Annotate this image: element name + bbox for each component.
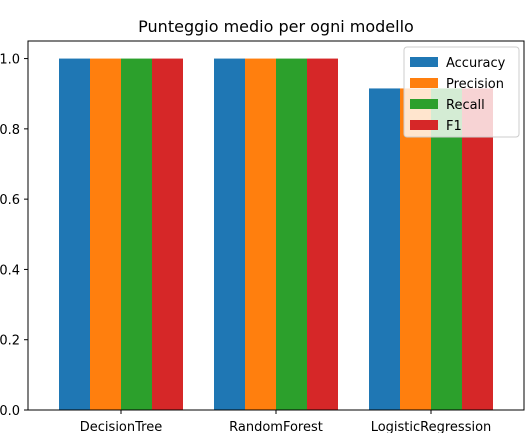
x-tick-label: RandomForest xyxy=(229,420,323,433)
legend-swatch-accuracy xyxy=(410,57,438,67)
bar-accuracy-randomforest xyxy=(214,58,245,410)
legend-label-accuracy: Accuracy xyxy=(446,56,506,71)
bar-recall-decisiontree xyxy=(121,58,152,410)
legend: Accuracy Precision Recall F1 xyxy=(403,46,520,138)
x-tick-label: LogisticRegression xyxy=(371,420,492,433)
bar-recall-randomforest xyxy=(276,58,307,410)
y-tick-label: 0.6 xyxy=(0,193,20,208)
y-tick-label: 0.8 xyxy=(0,123,20,138)
legend-label-f1: F1 xyxy=(446,119,462,134)
plot-frame xyxy=(27,40,525,411)
y-tick-label: 1.0 xyxy=(0,53,20,68)
chart-title: Punteggio medio per ogni modello xyxy=(138,17,414,36)
legend-label-recall: Recall xyxy=(446,98,485,113)
bar-precision-randomforest xyxy=(245,58,276,410)
axes-group: DecisionTree RandomForest LogisticRegressi… xyxy=(0,40,525,433)
bar-precision-logisticregression xyxy=(400,88,431,410)
legend-label-precision: Precision xyxy=(446,77,504,92)
legend-swatch-f1 xyxy=(410,120,438,130)
y-tick-label: 0.4 xyxy=(0,263,20,278)
bar-f1-decisiontree xyxy=(152,58,183,410)
bar-accuracy-logisticregression xyxy=(369,88,400,410)
bar-f1-randomforest xyxy=(307,58,338,410)
x-tick-label: DecisionTree xyxy=(80,420,162,433)
y-tick-label: 0.2 xyxy=(0,334,20,349)
bar-precision-decisiontree xyxy=(90,58,121,410)
legend-box xyxy=(403,46,520,138)
y-tick-label: 0.0 xyxy=(0,404,20,419)
bar-accuracy-decisiontree xyxy=(59,58,90,410)
bar-f1-logisticregression xyxy=(462,88,493,410)
legend-swatch-precision xyxy=(410,78,438,88)
legend-swatch-recall xyxy=(410,99,438,109)
bar-recall-logisticregression xyxy=(431,88,462,410)
bars-group xyxy=(59,58,493,410)
